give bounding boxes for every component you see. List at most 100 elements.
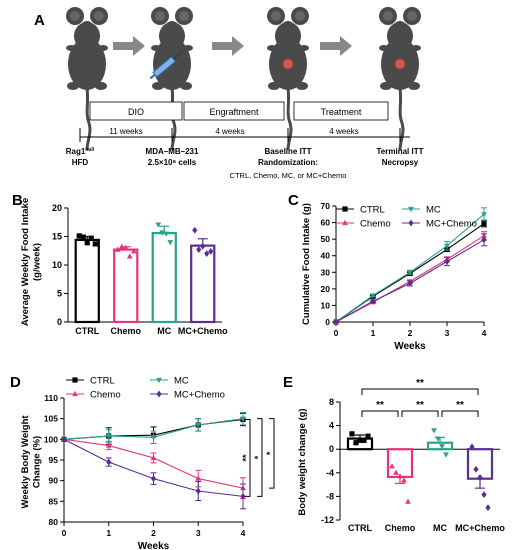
y-tick-label: 90 — [49, 476, 59, 486]
data-point — [150, 435, 157, 441]
y-tick-label: -8 — [326, 491, 334, 501]
data-point — [84, 240, 90, 246]
data-point — [439, 444, 445, 450]
y-tick-label: 80 — [49, 517, 59, 527]
event-3-line1: Baseline ITT — [264, 147, 311, 156]
event-2-line2: 2.5×10⁶ cells — [148, 158, 197, 167]
y-tick-label: 60 — [321, 218, 331, 228]
bar — [190, 244, 216, 324]
phase-treatment: Treatment — [321, 107, 362, 117]
legend-marker — [342, 219, 348, 226]
data-point — [431, 428, 437, 434]
legend-marker — [342, 206, 348, 212]
data-point — [204, 250, 210, 257]
data-point — [192, 226, 198, 234]
data-point — [481, 236, 487, 244]
data-point — [76, 233, 82, 239]
y-tick-label: 5 — [57, 289, 62, 299]
data-point — [167, 240, 174, 246]
x-axis-label: Weeks — [138, 541, 170, 550]
panel-label-c: C — [288, 192, 299, 209]
y-tick-label: 8 — [329, 397, 334, 407]
y-tick-label: -12 — [321, 515, 334, 525]
significance-bracket — [361, 410, 399, 417]
y-tick-label: 10 — [321, 300, 331, 310]
y-tick-label: -4 — [326, 468, 334, 478]
data-point — [130, 248, 137, 254]
bar — [113, 248, 139, 324]
significance-label: * — [253, 455, 263, 459]
x-tick-label: 1 — [371, 328, 376, 338]
significance-label: ** — [376, 400, 384, 411]
data-point — [365, 433, 371, 439]
data-point — [443, 452, 449, 458]
data-point — [118, 243, 125, 249]
significance-bracket — [257, 418, 263, 497]
data-point — [405, 498, 411, 504]
data-point — [393, 469, 399, 475]
bar — [151, 231, 177, 324]
data-point — [150, 475, 157, 482]
data-point — [155, 222, 162, 228]
duration-3: 4 weeks — [329, 127, 358, 136]
x-tick-label: 3 — [445, 328, 450, 338]
category-label: Chemo — [385, 523, 416, 533]
y-tick-label: 15 — [52, 232, 62, 242]
significance-label: ** — [241, 454, 251, 462]
x-tick-label: 2 — [151, 528, 156, 538]
y-tick-label: 50 — [321, 234, 331, 244]
x-tick-label: 1 — [106, 528, 111, 538]
category-label: CTRL — [348, 523, 372, 533]
y-tick-label: 110 — [44, 393, 58, 403]
data-point — [333, 318, 339, 326]
panel-label-e: E — [283, 374, 293, 391]
data-point — [473, 465, 479, 473]
y-tick-label: 70 — [321, 201, 331, 211]
data-point — [435, 436, 441, 442]
event-3-line2: Randomization: — [258, 158, 318, 167]
x-axis-label: Weeks — [394, 341, 426, 352]
tumor-icon-3 — [283, 59, 293, 69]
timeline: DIO Engraftment Treatment 11 weeks 4 wee… — [66, 101, 424, 180]
significance-label: ** — [416, 400, 424, 411]
x-tick-label: 4 — [482, 328, 487, 338]
bar — [386, 448, 414, 479]
y-tick-label: 0 — [329, 444, 334, 454]
event-1-line1: Rag1null — [66, 147, 95, 156]
data-point — [195, 487, 201, 495]
data-point — [88, 235, 94, 241]
category-label: Chemo — [110, 326, 141, 336]
y-axis-label: Cumulative Food Intake (g) — [301, 203, 312, 325]
bar — [74, 238, 100, 324]
significance-bracket — [401, 410, 439, 417]
x-tick-label: 2 — [408, 328, 413, 338]
data-point — [122, 244, 129, 250]
panel-label-d: D — [10, 374, 21, 391]
series-line — [335, 213, 485, 323]
x-tick-label: 0 — [334, 328, 339, 338]
y-tick-label: 85 — [49, 496, 59, 506]
event-2-line1: MDA–MB–231 — [146, 147, 199, 156]
data-point — [208, 247, 214, 255]
data-point — [477, 474, 483, 481]
data-point — [200, 242, 206, 250]
phase-dio: DIO — [128, 107, 144, 117]
legend-label: CTRL — [90, 376, 115, 387]
data-point — [240, 492, 246, 500]
panel-label-b: B — [12, 192, 23, 209]
panel-e-chart: -12 -8 -4 0 4 8 CTRL Chemo MC MC+Chemo Body weight… — [297, 378, 505, 533]
series-line — [63, 438, 244, 497]
significance-label: ** — [456, 400, 464, 411]
data-point — [361, 437, 367, 443]
y-axis-label: Weekly Body WeightChange (%) — [20, 415, 43, 509]
data-point — [61, 435, 67, 443]
data-point — [150, 454, 157, 461]
significance-bracket — [361, 388, 479, 395]
panel-c-chart: 0 10 20 30 40 50 60 70 0 1 2 3 4 Weeks CTRL MC Chemo MC+C… — [301, 201, 487, 352]
legend-marker — [408, 219, 414, 227]
y-tick-label: 105 — [44, 414, 58, 424]
panel-b-chart: 0 5 10 15 20 CTRL Chemo MC MC+Chemo Average Weekl… — [20, 198, 228, 336]
significance-label: * — [265, 451, 275, 455]
phase-engraftment: Engraftment — [209, 107, 259, 117]
